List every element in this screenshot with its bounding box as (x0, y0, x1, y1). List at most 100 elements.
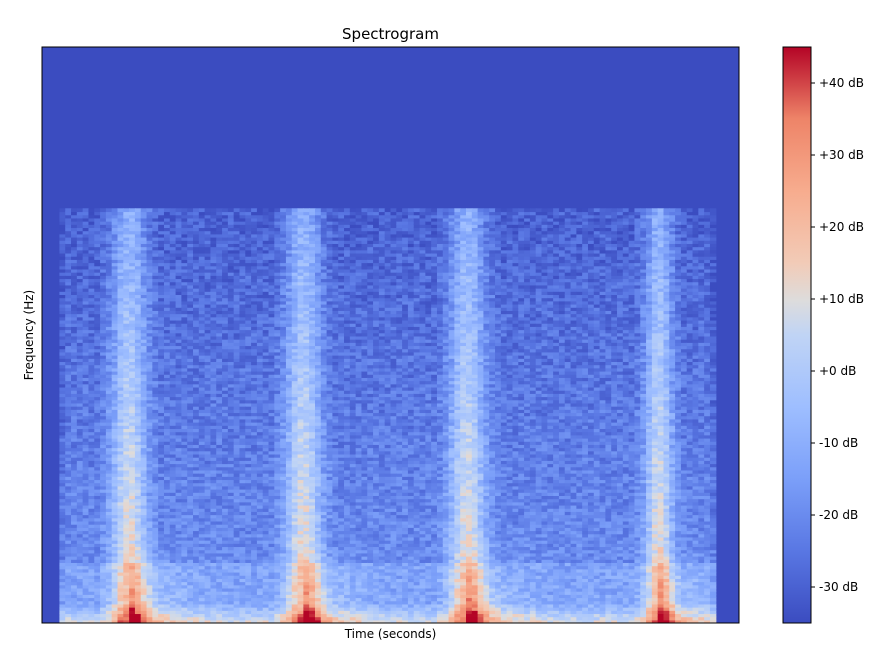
heatmap-cell (65, 524, 72, 528)
heatmap-cell (88, 374, 95, 378)
heatmap-cell (65, 578, 72, 583)
heatmap-cell (111, 603, 119, 608)
heatmap-cell (111, 594, 119, 599)
heatmap-cell (65, 501, 72, 506)
heatmap-cell (129, 355, 136, 359)
heatmap-cell (94, 319, 101, 324)
heatmap-cell (129, 323, 136, 327)
heatmap-cell (129, 399, 136, 404)
heatmap-cell (76, 575, 84, 579)
heatmap-cell (117, 370, 124, 375)
heatmap-cell (129, 425, 136, 429)
heatmap-cell (129, 246, 136, 251)
heatmap-cell (117, 243, 124, 248)
heatmap-cell (71, 543, 78, 548)
heatmap-cell (105, 412, 113, 417)
heatmap-cell (59, 504, 66, 509)
heatmap-cell (82, 594, 90, 599)
heatmap-cell (82, 406, 90, 410)
heatmap-cell (105, 508, 113, 512)
heatmap-cell (71, 607, 78, 611)
heatmap-cell (117, 386, 124, 391)
heatmap-cell (71, 355, 78, 359)
heatmap-cell (59, 543, 66, 548)
heatmap-cell (100, 268, 107, 273)
heatmap-cell (71, 402, 78, 407)
heatmap-cell (65, 584, 72, 589)
heatmap-cell (82, 230, 90, 235)
heatmap-cell (88, 307, 95, 311)
heatmap-cell (100, 348, 107, 353)
heatmap-cell (129, 571, 136, 576)
heatmap-cell (88, 466, 95, 471)
heatmap-cell (129, 524, 136, 528)
heatmap-cell (94, 316, 101, 321)
heatmap-cell (111, 243, 119, 248)
heatmap-cell (100, 504, 107, 509)
heatmap-cell (117, 479, 124, 484)
heatmap-cell (65, 581, 72, 586)
heatmap-cell (59, 533, 66, 538)
heatmap-cell (59, 549, 66, 554)
heatmap-cell (88, 217, 95, 222)
heatmap-cell (76, 390, 84, 394)
heatmap-cell (129, 498, 136, 503)
heatmap-cell (94, 288, 101, 292)
heatmap-cell (100, 524, 107, 528)
heatmap-cell (71, 610, 78, 615)
heatmap-cell (65, 482, 72, 487)
heatmap-cell (71, 300, 78, 305)
heatmap-cell (129, 581, 136, 586)
heatmap-cell (82, 453, 90, 458)
heatmap-cell (88, 230, 95, 235)
heatmap-cell (71, 208, 78, 213)
heatmap-cell (94, 450, 101, 455)
heatmap-cell (76, 619, 84, 623)
heatmap-cell (88, 316, 95, 321)
heatmap-cell (100, 457, 107, 461)
heatmap-cell (123, 342, 130, 347)
heatmap-cell (105, 307, 113, 311)
heatmap-cell (94, 208, 101, 213)
heatmap-cell (123, 313, 130, 318)
heatmap-cell (65, 307, 72, 311)
heatmap-cell (59, 594, 66, 599)
heatmap-cell (123, 278, 130, 283)
heatmap-cell (129, 275, 136, 280)
heatmap-cell (94, 489, 101, 493)
heatmap-cell (100, 498, 107, 503)
heatmap-cell (117, 447, 124, 452)
heatmap-cell (105, 565, 113, 570)
heatmap-cell (100, 345, 107, 350)
heatmap-cell (129, 489, 136, 493)
heatmap-cell (134, 575, 142, 579)
heatmap-cell (65, 600, 72, 605)
heatmap-cell (129, 418, 136, 423)
heatmap-cell (100, 422, 107, 426)
heatmap-cell (59, 536, 66, 541)
heatmap-cell (129, 415, 136, 420)
heatmap-cell (65, 310, 72, 315)
heatmap-cell (59, 300, 66, 305)
heatmap-cell (59, 224, 66, 229)
heatmap-cell (111, 399, 119, 404)
heatmap-cell (65, 370, 72, 375)
heatmap-cell (100, 517, 107, 522)
heatmap-cell (76, 616, 84, 621)
heatmap-cell (105, 230, 113, 235)
heatmap-cell (94, 422, 101, 426)
heatmap-cell (117, 377, 124, 382)
heatmap-cell (88, 361, 95, 366)
heatmap-cell (76, 495, 84, 500)
heatmap-cell (88, 597, 95, 602)
heatmap-cell (123, 492, 130, 496)
heatmap-cell (129, 217, 136, 222)
heatmap-cell (105, 243, 113, 248)
heatmap-cell (82, 575, 90, 579)
heatmap-cell (94, 415, 101, 420)
heatmap-cell (88, 457, 95, 461)
heatmap-cell (76, 428, 84, 433)
heatmap-cell (129, 600, 136, 605)
heatmap-cell (111, 524, 119, 528)
heatmap-cell (123, 501, 130, 506)
